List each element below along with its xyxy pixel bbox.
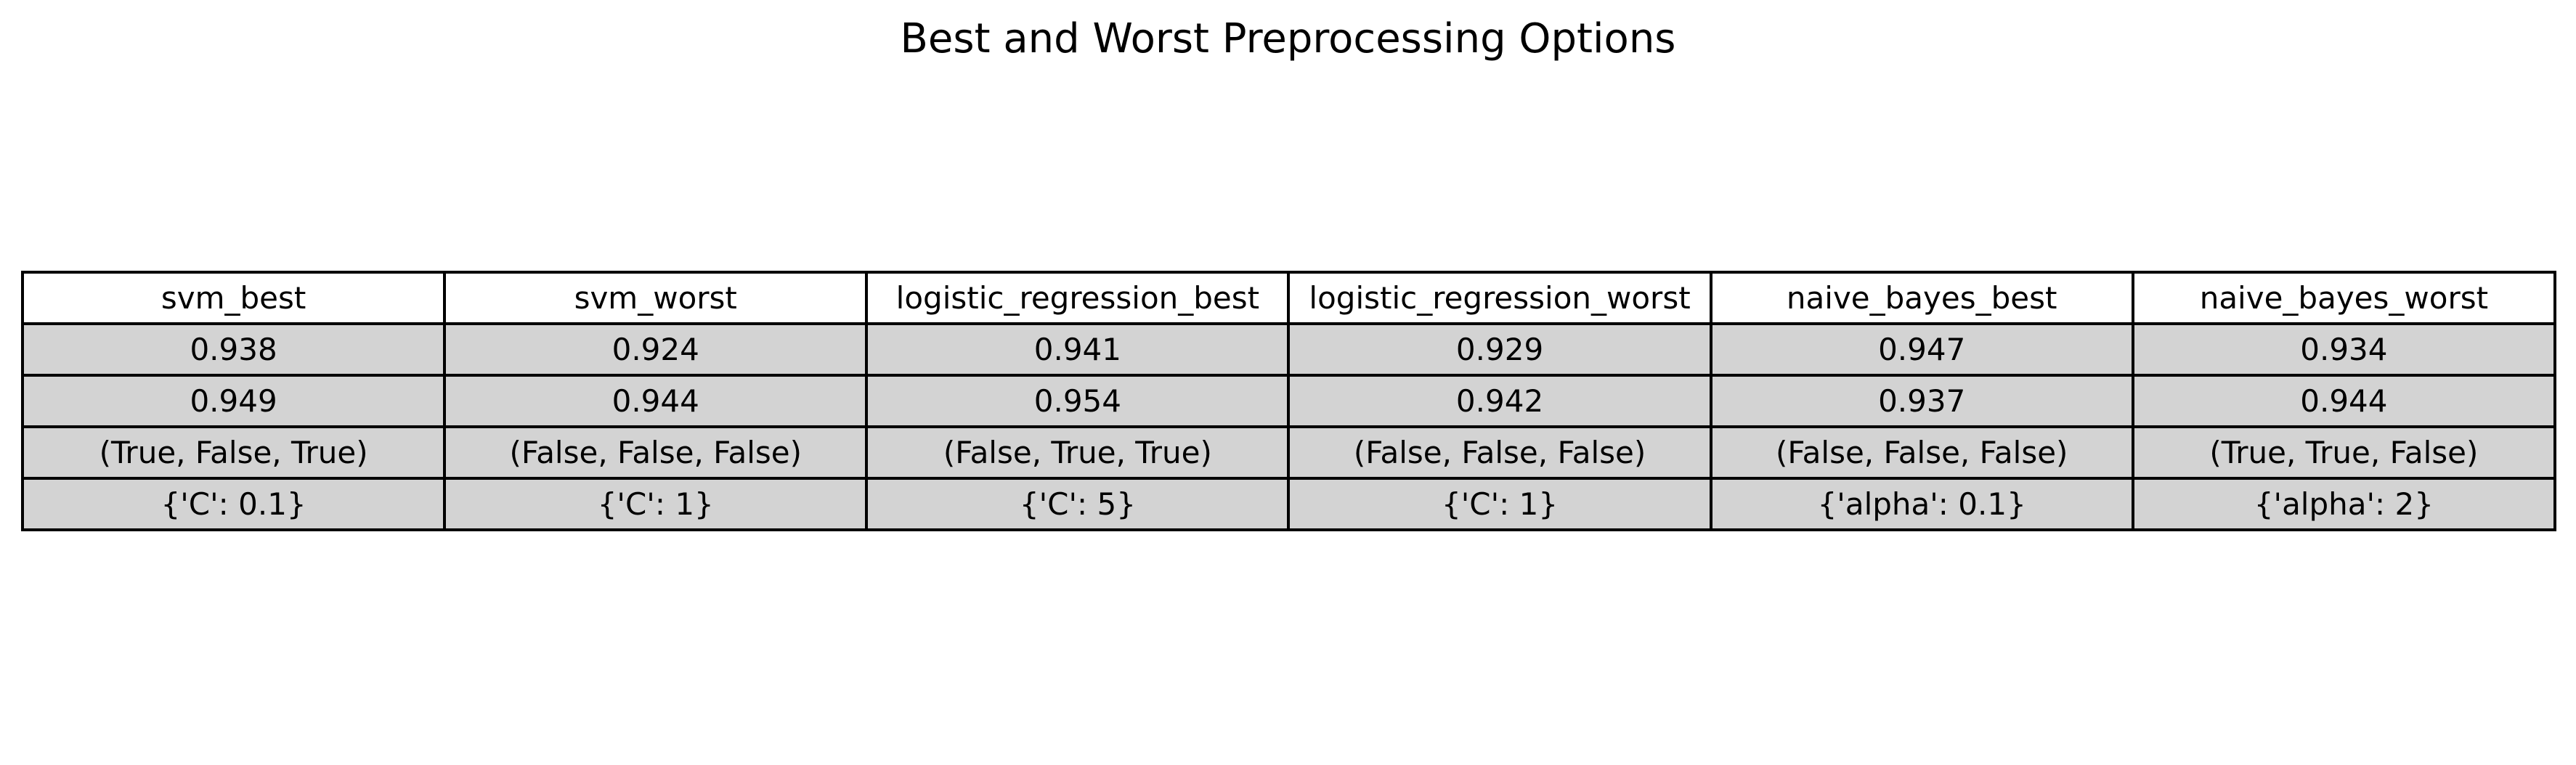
column-header: logistic_regression_worst [1287, 271, 1712, 325]
table-cell: 0.947 [1709, 322, 2134, 377]
table-cell: 0.938 [20, 322, 447, 377]
table-cell: {'alpha': 0.1} [1709, 477, 2134, 531]
table-cell: 0.934 [2131, 322, 2557, 377]
table-cell: 0.941 [865, 322, 1291, 377]
table-cell: 0.924 [443, 322, 869, 377]
table-cell: {'C': 0.1} [20, 477, 447, 531]
table-cell: (True, True, False) [2131, 425, 2557, 480]
table-cell: {'alpha': 2} [2131, 477, 2557, 531]
column-header: svm_worst [443, 271, 869, 325]
table-row: 0.938 0.924 0.941 0.929 0.947 0.934 [20, 322, 2557, 377]
table-cell: {'C': 1} [443, 477, 869, 531]
column-header: logistic_regression_best [865, 271, 1291, 325]
table-cell: (False, False, False) [1287, 425, 1712, 480]
table-cell: 0.937 [1709, 374, 2134, 428]
table-cell: (False, False, False) [1709, 425, 2134, 480]
table-cell: 0.944 [2131, 374, 2557, 428]
table-cell: (False, True, True) [865, 425, 1291, 480]
table-cell: {'C': 1} [1287, 477, 1712, 531]
table-row: {'C': 0.1} {'C': 1} {'C': 5} {'C': 1} {'alph… [20, 477, 2557, 531]
table-row: 0.949 0.944 0.954 0.942 0.937 0.944 [20, 374, 2557, 428]
table-cell: {'C': 5} [865, 477, 1291, 531]
table-header-row: svm_best svm_worst logistic_regression_bes… [20, 271, 2557, 325]
results-table-container: svm_best svm_worst logistic_regression_bes… [20, 271, 2557, 531]
table-row: (True, False, True) (False, False, False)… [20, 425, 2557, 480]
column-header: naive_bayes_worst [2131, 271, 2557, 325]
table-cell: 0.929 [1287, 322, 1712, 377]
table-cell: (False, False, False) [443, 425, 869, 480]
column-header: svm_best [20, 271, 447, 325]
results-table: svm_best svm_worst logistic_regression_bes… [20, 271, 2557, 531]
table-cell: 0.949 [20, 374, 447, 428]
table-body: 0.938 0.924 0.941 0.929 0.947 0.934 0.949 0.944… [20, 322, 2557, 531]
column-header: naive_bayes_best [1709, 271, 2134, 325]
table-cell: (True, False, True) [20, 425, 447, 480]
table-cell: 0.954 [865, 374, 1291, 428]
table-cell: 0.942 [1287, 374, 1712, 428]
table-cell: 0.944 [443, 374, 869, 428]
chart-title: Best and Worst Preprocessing Options [900, 15, 1676, 62]
